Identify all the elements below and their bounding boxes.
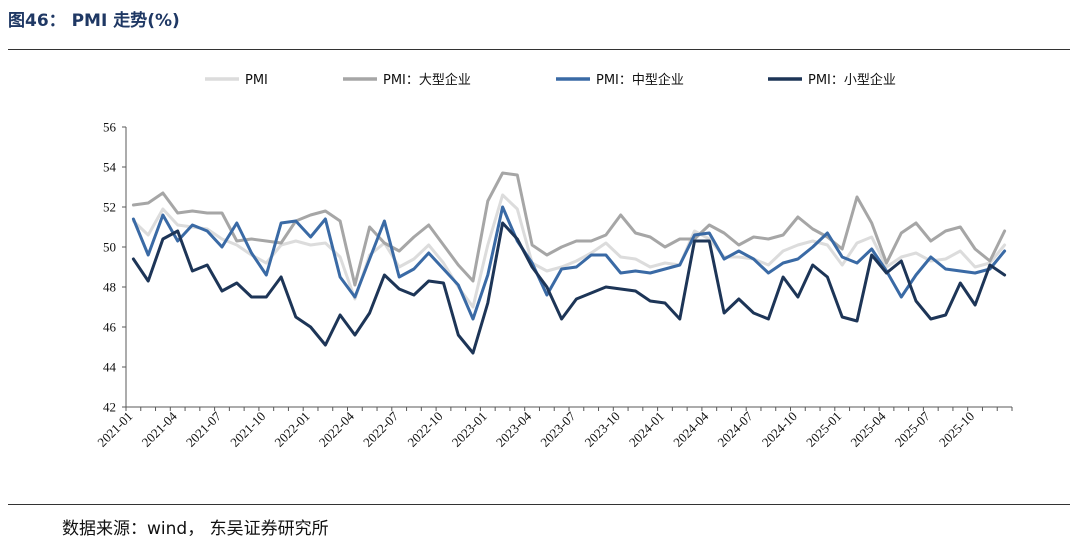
legend-label-2: PMI：大型企业 bbox=[383, 72, 471, 88]
series-line-4 bbox=[131, 221, 1007, 355]
x-tick-label: 2022-07 bbox=[360, 408, 402, 450]
chart-legend: PMI PMI：大型企业 PMI：中型企业 PMI：小型企业 bbox=[205, 72, 896, 88]
x-tick-label: 2024-07 bbox=[714, 408, 756, 450]
y-tick-label: 52 bbox=[103, 200, 116, 215]
y-tick-label: 46 bbox=[103, 320, 117, 335]
x-tick-label: 2021-01 bbox=[94, 409, 135, 450]
x-tick-label: 2021-07 bbox=[183, 408, 225, 450]
x-tick-label: 2025-10 bbox=[936, 409, 977, 450]
bottom-rule bbox=[8, 504, 1070, 505]
top-rule bbox=[8, 49, 1070, 50]
x-tick-label: 2022-04 bbox=[316, 408, 358, 450]
y-tick-label: 54 bbox=[103, 160, 117, 175]
x-tick-label: 2021-10 bbox=[227, 409, 268, 450]
x-tick-label: 2025-04 bbox=[847, 408, 889, 450]
x-tick-label: 2021-04 bbox=[139, 408, 181, 450]
y-tick-label: 42 bbox=[103, 400, 116, 415]
data-source-note: 数据来源：wind， 东吴证券研究所 bbox=[62, 519, 329, 539]
x-tick-label: 2022-10 bbox=[404, 409, 445, 450]
x-tick-label: 2022-01 bbox=[271, 409, 312, 450]
legend-label-4: PMI：小型企业 bbox=[808, 72, 896, 88]
x-tick-label: 2024-10 bbox=[759, 409, 800, 450]
x-tick-label: 2023-10 bbox=[582, 409, 623, 450]
chart-series bbox=[131, 171, 1007, 355]
legend-label-3: PMI：中型企业 bbox=[596, 72, 684, 88]
x-tick-label: 2023-04 bbox=[493, 408, 535, 450]
x-tick-label: 2025-01 bbox=[803, 409, 844, 450]
y-tick-label: 48 bbox=[103, 280, 116, 295]
series-line-3 bbox=[131, 205, 1007, 321]
x-tick-label: 2025-07 bbox=[892, 408, 934, 450]
x-tick-label: 2023-01 bbox=[449, 409, 490, 450]
y-tick-label: 56 bbox=[103, 120, 117, 135]
x-tick-label: 2024-01 bbox=[626, 409, 667, 450]
y-tick-label: 44 bbox=[103, 360, 117, 375]
series-line-1 bbox=[131, 193, 1007, 309]
series-line-2 bbox=[131, 171, 1007, 287]
y-tick-label: 50 bbox=[103, 240, 116, 255]
x-tick-label: 2023-07 bbox=[537, 408, 579, 450]
legend-label-1: PMI bbox=[245, 73, 268, 88]
x-tick-label: 2024-04 bbox=[670, 408, 712, 450]
figure-title: 图46： PMI 走势(%) bbox=[8, 11, 180, 31]
